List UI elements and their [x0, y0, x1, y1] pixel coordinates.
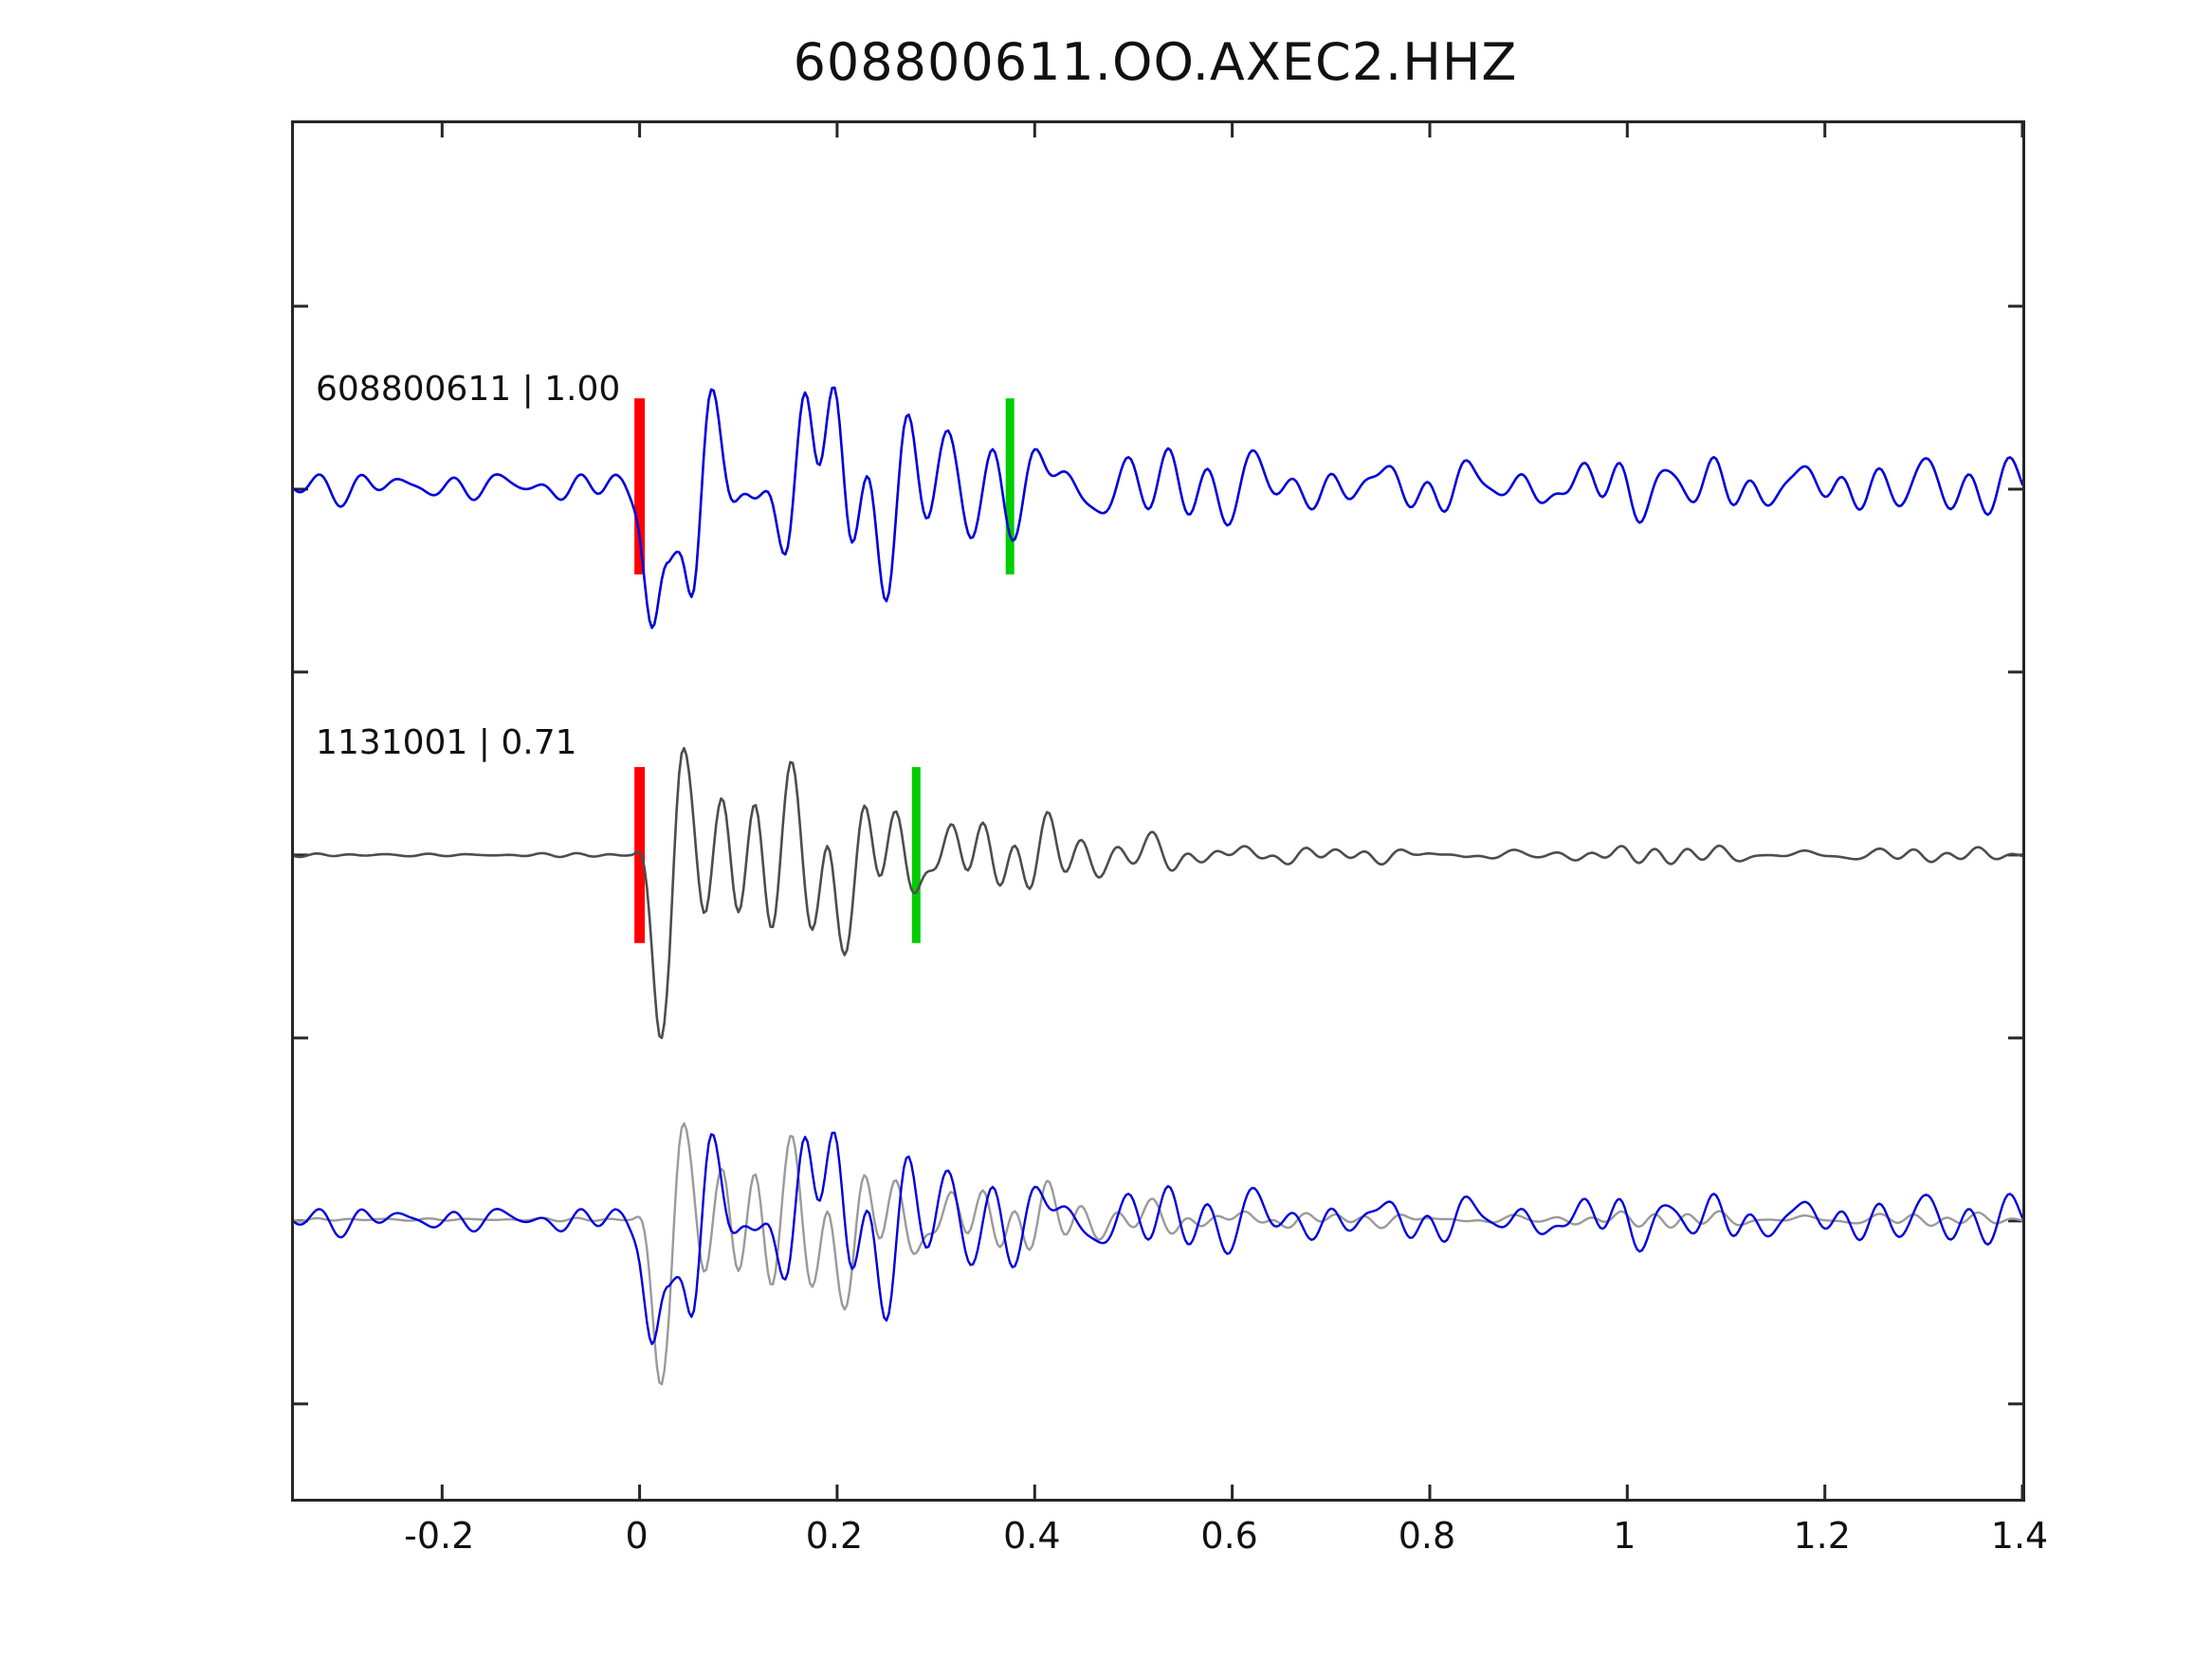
- trace-label-608800611: 608800611 | 1.00: [316, 370, 621, 409]
- x-tick-label: 0: [625, 1515, 649, 1557]
- trace-line-1131001: [294, 746, 2022, 1040]
- trace-line-608800611: [294, 386, 2022, 629]
- overlay-line-608800611: [294, 1131, 2022, 1346]
- x-tick-label: -0.2: [404, 1515, 475, 1557]
- x-tick-label: 0.4: [1003, 1515, 1061, 1557]
- overlay-line-1131001: [294, 1121, 2022, 1386]
- x-tick-label: 0.6: [1200, 1515, 1258, 1557]
- x-tick-label: 1.2: [1793, 1515, 1851, 1557]
- pick-marker-green: [911, 767, 921, 943]
- x-tick-label: 0.2: [805, 1515, 864, 1557]
- pick-marker-red: [634, 767, 646, 943]
- pick-marker-red: [634, 398, 646, 574]
- pick-marker-green: [1005, 398, 1015, 574]
- trace-label-1131001: 1131001 | 0.71: [316, 723, 577, 762]
- chart-title: 608800611.OO.AXEC2.HHZ: [793, 32, 1518, 92]
- waveform-svg: [294, 123, 2022, 1499]
- plot-area: [291, 120, 2025, 1502]
- x-tick-label: 1: [1613, 1515, 1636, 1557]
- x-tick-label: 0.8: [1398, 1515, 1456, 1557]
- x-tick-label: 1.4: [1990, 1515, 2049, 1557]
